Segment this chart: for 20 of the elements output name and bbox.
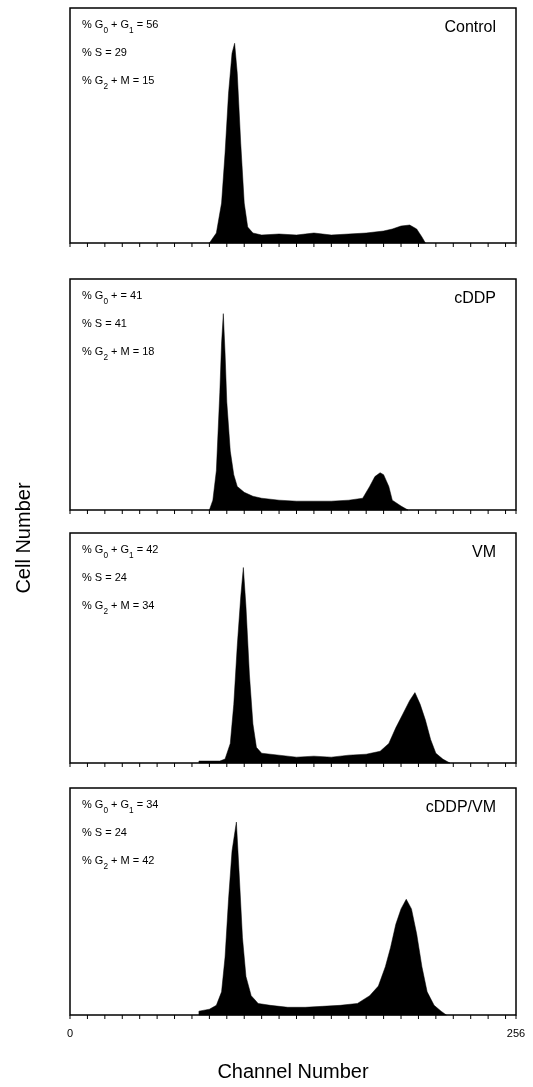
chart-title: cDDP/VM xyxy=(425,798,496,815)
x-tick-label: 256 xyxy=(506,1027,526,1039)
annotation: % G$_{2}$ + M = 34 xyxy=(82,599,155,616)
annotation: % G$_{2}$ + M = 18 xyxy=(82,345,155,362)
annotation: % S = 24 xyxy=(82,571,127,583)
text: % G$_{0}$ + G$_{1}$ = 42 xyxy=(82,543,159,560)
chart-title: VM xyxy=(472,543,496,560)
chart-title: Control xyxy=(444,18,496,35)
x-axis-title: Channel Number xyxy=(217,1060,369,1082)
x-tick-label: 0 xyxy=(66,1027,74,1039)
annotation: % G$_{2}$ + M = 15 xyxy=(82,74,155,91)
annotation: % S = 41 xyxy=(82,317,127,329)
annotation: % S = 24 xyxy=(82,826,127,838)
y-axis-title: Cell Number xyxy=(12,482,34,594)
annotation: % G$_{2}$ + M = 42 xyxy=(82,854,155,871)
chart-title: cDDP xyxy=(454,289,496,306)
text: % G$_{0}$ + G$_{1}$ = 34 xyxy=(82,798,159,815)
text: % G$_{0}$ + G$_{1}$ = 56 xyxy=(82,18,159,35)
annotation: % S = 29 xyxy=(82,46,127,58)
text: % G$_{0}$ + = 41 xyxy=(82,289,143,306)
